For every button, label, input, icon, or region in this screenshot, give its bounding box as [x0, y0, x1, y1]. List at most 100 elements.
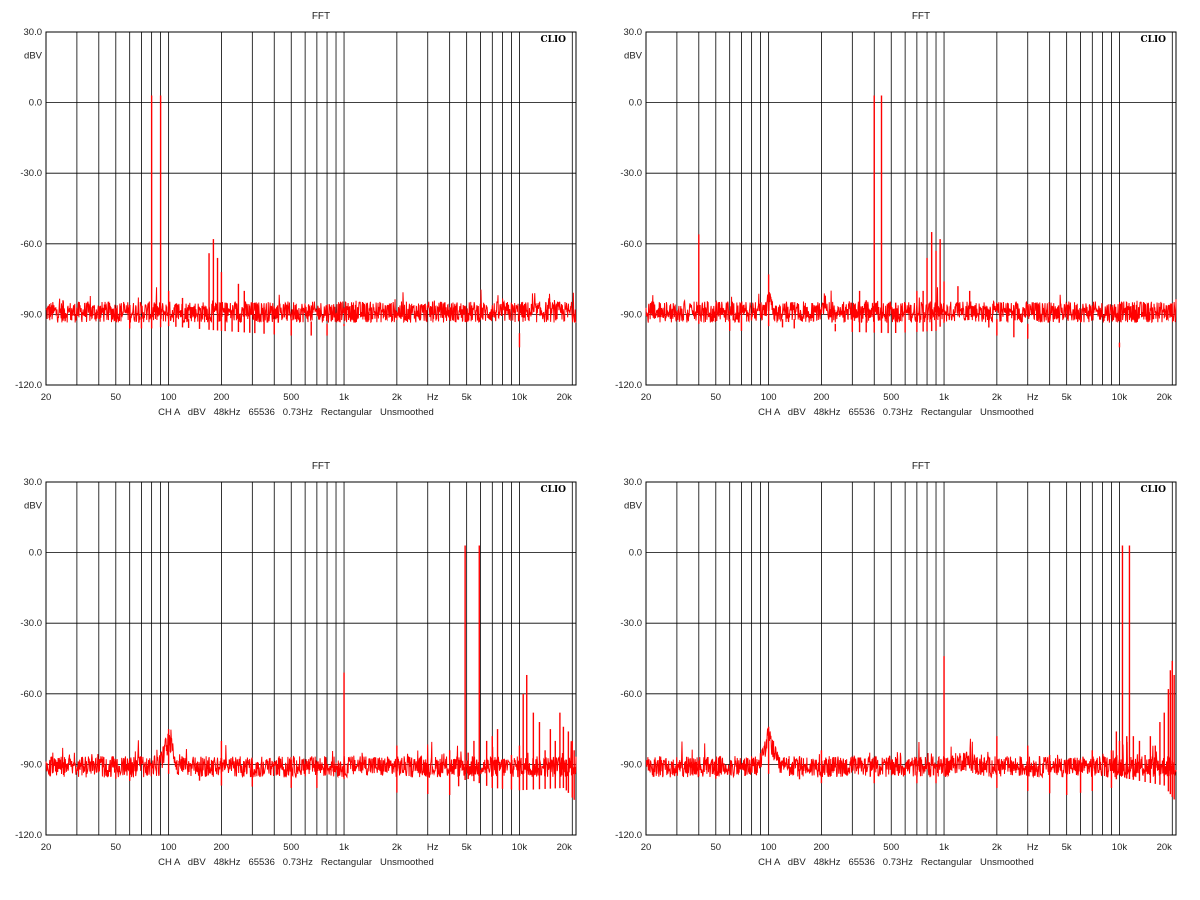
measurement-settings: CH A dBV 48kHz 65536 0.73Hz Rectangular … [758, 407, 1034, 418]
fft-chart: FFT 30.0 0.0 -30.0 -60.0 -90.0 -120.0 dBV 20 50 10… [615, 11, 1177, 418]
x-tick-label: 5k [462, 842, 472, 853]
chart-title: FFT [312, 461, 330, 472]
x-tick-label: 2k [392, 842, 402, 853]
x-tick-label: 20k [1157, 842, 1173, 853]
x-axis-label: Hz [1027, 392, 1039, 403]
x-tick-label: 5k [1062, 392, 1072, 403]
measurement-settings: CH A dBV 48kHz 65536 0.73Hz Rectangular … [158, 407, 434, 418]
plot-frame [645, 481, 1177, 836]
fft-trace [645, 287, 1177, 324]
x-tick-label: 1k [939, 842, 949, 853]
fft-chart-panel: FFT 30.0 0.0 -30.0 -60.0 -90.0 -120.0 dBV 20 50 10… [0, 450, 600, 900]
x-tick-label: 500 [283, 842, 299, 853]
x-tick-label: 200 [213, 842, 229, 853]
y-tick-label: -30.0 [620, 168, 642, 179]
y-tick-label: -90.0 [20, 759, 42, 770]
fft-chart: FFT 30.0 0.0 -30.0 -60.0 -90.0 -120.0 dBV 20 50 10… [15, 461, 577, 868]
grid [646, 32, 1176, 385]
fft-trace [45, 729, 577, 779]
y-tick-label: -60.0 [20, 239, 42, 250]
y-tick-label: -90.0 [620, 309, 642, 320]
y-tick-label: -60.0 [20, 689, 42, 700]
x-tick-label: 20k [1157, 392, 1173, 403]
fft-chart: FFT 30.0 0.0 -30.0 -60.0 -90.0 -120.0 dBV 20 50 10… [615, 461, 1177, 868]
y-tick-label: -120.0 [615, 380, 642, 391]
x-tick-label: 50 [711, 842, 722, 853]
y-tick-label: -30.0 [20, 618, 42, 629]
fft-chart-panel: FFT 30.0 0.0 -30.0 -60.0 -90.0 -120.0 dBV 20 50 10… [0, 0, 600, 450]
x-tick-label: 1k [939, 392, 949, 403]
brand-logo: CLIO [540, 485, 566, 495]
x-tick-label: 20 [41, 842, 52, 853]
brand-logo: CLIO [1140, 485, 1166, 495]
x-tick-label: 1k [339, 842, 349, 853]
y-axis-label: dBV [624, 51, 643, 62]
x-tick-label: 100 [161, 842, 177, 853]
chart-title: FFT [912, 11, 930, 22]
grid [46, 482, 576, 835]
y-axis-label: dBV [24, 51, 43, 62]
x-tick-label: 50 [711, 392, 722, 403]
x-axis-label: Hz [1027, 842, 1039, 853]
x-tick-label: 10k [1112, 392, 1128, 403]
x-tick-label: 200 [813, 392, 829, 403]
y-tick-label: -90.0 [20, 309, 42, 320]
grid [646, 482, 1176, 835]
x-tick-label: 100 [761, 842, 777, 853]
x-tick-label: 10k [1112, 842, 1128, 853]
x-tick-label: 100 [161, 392, 177, 403]
x-tick-label: 200 [813, 842, 829, 853]
y-tick-label: -60.0 [620, 689, 642, 700]
y-tick-label: -30.0 [20, 168, 42, 179]
x-tick-label: 2k [392, 392, 402, 403]
fft-trace [45, 287, 577, 324]
x-tick-label: 2k [992, 392, 1002, 403]
y-tick-label: 30.0 [24, 477, 43, 488]
x-tick-label: 20k [557, 842, 573, 853]
x-tick-label: 10k [512, 842, 528, 853]
x-tick-label: 2k [992, 842, 1002, 853]
plot-frame [45, 481, 577, 836]
y-tick-label: -30.0 [620, 618, 642, 629]
measurement-settings: CH A dBV 48kHz 65536 0.73Hz Rectangular … [758, 857, 1034, 868]
x-tick-label: 1k [339, 392, 349, 403]
x-axis-label: Hz [427, 392, 439, 403]
x-tick-label: 5k [1062, 842, 1072, 853]
x-tick-label: 10k [512, 392, 528, 403]
y-tick-label: -60.0 [620, 239, 642, 250]
brand-logo: CLIO [540, 35, 566, 45]
x-tick-label: 20k [557, 392, 573, 403]
x-tick-label: 20 [41, 392, 52, 403]
x-tick-label: 50 [111, 842, 122, 853]
chart-title: FFT [312, 11, 330, 22]
chart-title: FFT [912, 461, 930, 472]
y-tick-label: -120.0 [615, 830, 642, 841]
x-axis-label: Hz [427, 842, 439, 853]
y-tick-label: 30.0 [624, 477, 643, 488]
y-axis-label: dBV [24, 501, 43, 512]
x-tick-label: 50 [111, 392, 122, 403]
x-tick-label: 500 [283, 392, 299, 403]
y-tick-label: -120.0 [15, 380, 42, 391]
x-tick-label: 20 [641, 392, 652, 403]
fft-chart-panel: FFT 30.0 0.0 -30.0 -60.0 -90.0 -120.0 dBV 20 50 10… [600, 450, 1200, 900]
x-tick-label: 500 [883, 842, 899, 853]
y-tick-label: 30.0 [624, 27, 643, 38]
y-tick-label: 0.0 [629, 98, 642, 109]
y-tick-label: -120.0 [15, 830, 42, 841]
x-tick-label: 20 [641, 842, 652, 853]
x-tick-label: 200 [213, 392, 229, 403]
x-tick-label: 500 [883, 392, 899, 403]
plot-frame [645, 31, 1177, 386]
measurement-settings: CH A dBV 48kHz 65536 0.73Hz Rectangular … [158, 857, 434, 868]
y-axis-label: dBV [624, 501, 643, 512]
y-tick-label: 0.0 [29, 98, 42, 109]
fft-trace [645, 727, 1177, 779]
y-tick-label: 0.0 [629, 548, 642, 559]
x-tick-label: 100 [761, 392, 777, 403]
y-tick-label: 30.0 [24, 27, 43, 38]
fft-chart: FFT 30.0 0.0 -30.0 -60.0 -90.0 -120.0 dBV 20 50 10… [15, 11, 577, 418]
x-tick-label: 5k [462, 392, 472, 403]
fft-chart-panel: FFT 30.0 0.0 -30.0 -60.0 -90.0 -120.0 dBV 20 50 10… [600, 0, 1200, 450]
